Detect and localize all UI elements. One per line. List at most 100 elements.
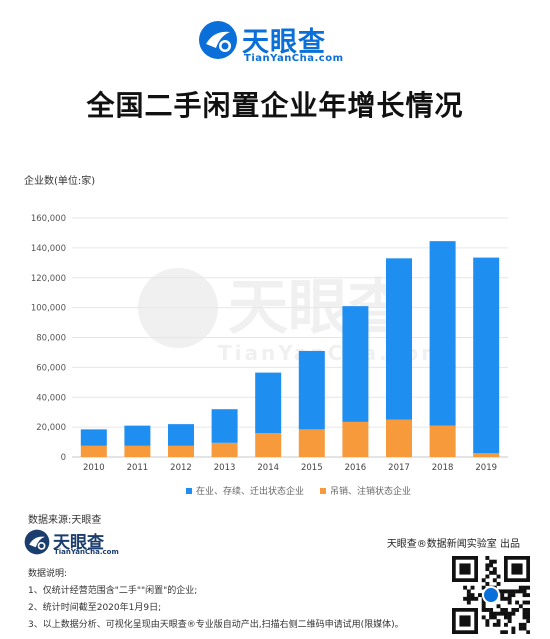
qr-module: [481, 578, 486, 583]
notes-heading: 数据说明:: [28, 569, 68, 579]
bar-revoked: [211, 442, 238, 457]
qr-module: [481, 615, 486, 620]
bar-active: [298, 350, 325, 430]
qr-module: [463, 596, 468, 601]
y-tick-label: 40,000: [36, 393, 66, 403]
qr-module: [511, 611, 516, 616]
y-tick-label: 80,000: [36, 334, 66, 344]
qr-module: [466, 593, 471, 598]
bar-active: [473, 257, 500, 454]
bar-revoked: [255, 433, 282, 457]
bar-revoked: [473, 453, 500, 457]
x-tick-label: 2015: [301, 463, 323, 473]
bar-active: [211, 409, 238, 443]
legend-item-revoked: 吊销、注销状态企业: [320, 484, 411, 497]
qr-module: [470, 596, 475, 601]
qr-module: [485, 622, 490, 627]
qr-module: [511, 589, 516, 594]
qr-module: [518, 589, 523, 594]
qr-code[interactable]: [452, 556, 530, 634]
x-tick-label: 2010: [83, 463, 105, 473]
producer-credit: 天眼查®数据新闻实验室 出品: [386, 539, 520, 550]
qr-module: [522, 626, 527, 631]
qr-module: [504, 615, 508, 620]
qr-module: [470, 585, 475, 590]
qr-module: [515, 589, 520, 594]
qr-module: [496, 582, 501, 586]
bar-revoked: [429, 425, 456, 457]
brand-url-small: TianYanCha.com: [54, 548, 119, 556]
qr-module: [492, 611, 497, 616]
qr-module: [522, 608, 527, 612]
qr-module: [466, 589, 471, 594]
qr-module: [500, 611, 505, 616]
qr-module: [522, 600, 527, 605]
qr-module: [504, 589, 508, 594]
qr-module: [492, 570, 497, 575]
page-title: 全国二手闲置企业年增长情况: [86, 89, 464, 122]
qr-module: [489, 570, 494, 575]
qr-module: [526, 593, 530, 598]
qr-module: [518, 604, 523, 609]
qr-module: [522, 589, 527, 594]
bar-active: [168, 424, 194, 446]
y-tick-label: 60,000: [36, 363, 66, 373]
brand-name-small: 天眼查: [53, 533, 104, 553]
qr-module: [496, 574, 501, 579]
qr-module: [492, 615, 497, 620]
qr-module: [466, 596, 471, 601]
qr-module: [489, 611, 494, 616]
qr-module: [492, 567, 497, 572]
qr-module: [481, 585, 486, 590]
x-tick-label: 2014: [257, 463, 279, 473]
qr-module: [489, 559, 494, 564]
qr-module: [492, 578, 497, 583]
qr-module: [492, 622, 497, 627]
bar-active: [429, 241, 456, 426]
qr-module: [500, 596, 505, 601]
qr-module: [489, 608, 494, 612]
qr-module: [507, 615, 512, 620]
qr-module: [496, 622, 501, 627]
y-tick-label: 100,000: [31, 304, 66, 314]
x-tick-label: 2012: [170, 463, 192, 473]
notes-line-3: 3、以上数据分析、可视化呈现由天眼查®专业版自动产出,扫描右侧二维码申请试用(限…: [28, 620, 404, 630]
x-tick-label: 2016: [345, 463, 367, 473]
qr-module: [522, 585, 527, 590]
notes-line-1: 1、仅统计经营范围含"二手""闲置"的企业;: [28, 586, 198, 596]
bar-active: [386, 258, 412, 420]
qr-module: [478, 593, 482, 598]
qr-module: [526, 585, 530, 590]
bar-revoked: [168, 445, 194, 457]
bar-revoked: [342, 421, 369, 457]
y-tick-label: 120,000: [31, 274, 66, 284]
data-source: 数据来源:天眼查: [28, 515, 102, 526]
qr-module: [485, 582, 490, 586]
bar-revoked: [80, 445, 107, 457]
qr-module: [526, 630, 530, 634]
qr-module: [474, 596, 479, 601]
qr-module: [481, 600, 486, 605]
qr-center-logo-icon: [482, 586, 500, 604]
qr-module: [504, 608, 508, 612]
qr-module: [496, 611, 501, 616]
qr-module: [522, 611, 527, 616]
qr-module: [485, 567, 490, 572]
legend-item-active: 在业、存续、迁出状态企业: [186, 484, 304, 497]
qr-module: [496, 619, 501, 624]
legend-label-revoked: 吊销、注销状态企业: [330, 487, 412, 497]
qr-module: [518, 622, 523, 627]
x-tick-label: 2018: [432, 463, 454, 473]
brand-name: 天眼查: [242, 27, 326, 58]
qr-module: [470, 593, 475, 598]
qr-module: [504, 630, 508, 634]
qr-module: [526, 611, 530, 616]
qr-module: [489, 563, 494, 568]
qr-module: [481, 608, 486, 612]
x-tick-label: 2019: [475, 463, 497, 473]
legend-label-active: 在业、存续、迁出状态企业: [196, 487, 305, 497]
x-tick-label: 2013: [214, 463, 236, 473]
bar-active: [342, 306, 369, 422]
qr-module: [511, 630, 516, 634]
x-tick-label: 2011: [127, 463, 149, 473]
